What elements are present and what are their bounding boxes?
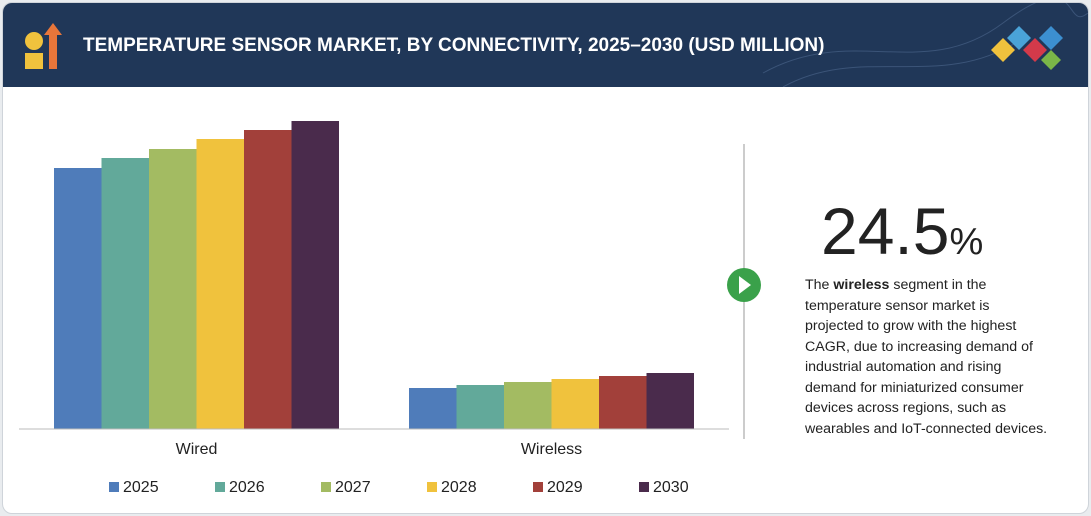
logo-diamond <box>1039 26 1063 50</box>
bar <box>646 373 694 429</box>
legend-swatch <box>321 482 331 492</box>
icon-arrow <box>44 23 62 69</box>
bar <box>54 168 102 429</box>
decor-line <box>782 37 1024 87</box>
bar <box>196 139 244 429</box>
legend-swatch <box>533 482 543 492</box>
header-decor <box>25 3 1088 87</box>
legend-swatch <box>109 482 119 492</box>
legend-label: 2029 <box>547 479 583 496</box>
legend-label: 2027 <box>335 479 371 496</box>
legend-swatch <box>639 482 649 492</box>
x-tick-label: Wireless <box>521 441 582 458</box>
legend-swatch <box>427 482 437 492</box>
icon-stack <box>25 53 43 69</box>
highlight-value: 24.5 <box>821 194 950 268</box>
bar <box>456 385 504 429</box>
logo-diamond <box>1023 38 1047 62</box>
logo-diamond <box>991 38 1015 62</box>
bar <box>244 130 292 429</box>
icon-coin <box>25 32 43 50</box>
bar <box>599 376 647 429</box>
legend-swatch <box>215 482 225 492</box>
logo-diamond <box>1041 50 1061 70</box>
bar <box>409 388 457 429</box>
title: TEMPERATURE SENSOR MARKET, BY CONNECTIVI… <box>83 35 825 56</box>
bar <box>101 158 149 429</box>
legend-label: 2026 <box>229 479 265 496</box>
legend-label: 2030 <box>653 479 689 496</box>
bar <box>149 149 197 429</box>
highlight-unit: % <box>949 221 984 263</box>
x-tick-label: Wired <box>176 441 218 458</box>
bar <box>291 121 339 429</box>
chart: Wired Wireless 2025 2026 2027 2028 2029 2030 <box>19 121 761 496</box>
legend-label: 2028 <box>441 479 477 496</box>
text: The <box>805 277 834 293</box>
bar <box>551 379 599 429</box>
decor-line <box>762 3 1088 74</box>
header: TEMPERATURE SENSOR MARKET, BY CONNECTIVI… <box>3 3 1088 87</box>
play-icon <box>739 276 751 294</box>
bold-text: wireless <box>833 277 890 293</box>
highlight: 24.5% <box>821 193 983 269</box>
logo-diamond <box>1007 26 1031 50</box>
legend-label: 2025 <box>123 479 159 496</box>
bar <box>504 382 552 429</box>
text: segment in the temperature sensor market… <box>805 277 1048 437</box>
callout-text: The wireless segment in the temperature … <box>805 275 1050 439</box>
